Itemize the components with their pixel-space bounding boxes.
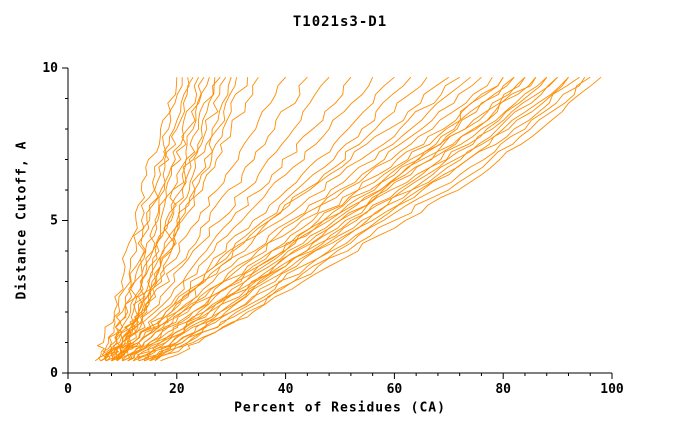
series-line	[132, 76, 526, 362]
series-line	[144, 76, 558, 362]
x-tick-label: 20	[169, 382, 185, 397]
series-line	[100, 77, 190, 362]
series-line	[116, 76, 471, 361]
series-line	[111, 77, 374, 362]
y-tick-label: 5	[50, 214, 58, 229]
series-line	[105, 76, 330, 362]
series-line	[154, 76, 591, 362]
chart-title: T1021s3-D1	[292, 14, 388, 30]
x-tick-label: 0	[64, 382, 72, 397]
series-line	[116, 77, 238, 361]
series-line	[111, 77, 210, 362]
series-line	[138, 76, 548, 362]
series-line	[149, 76, 580, 362]
series-line	[160, 76, 602, 362]
x-tick-label: 80	[495, 382, 511, 397]
series-line	[122, 76, 504, 362]
series-line	[116, 76, 395, 362]
series-line	[149, 76, 569, 362]
y-tick-label: 0	[50, 366, 58, 381]
series-line	[104, 76, 308, 362]
series-line	[104, 76, 200, 361]
series-line	[138, 76, 537, 361]
series-line	[98, 76, 286, 362]
series-line	[154, 76, 586, 362]
series-line	[111, 77, 248, 362]
series-line	[143, 76, 558, 361]
x-tick-label: 60	[387, 382, 403, 397]
x-tick-label: 100	[600, 382, 624, 397]
series-line	[122, 76, 493, 362]
series-line	[122, 76, 482, 362]
series-line	[100, 77, 183, 362]
x-axis-label: Percent of Residues (CA)	[234, 400, 446, 416]
y-tick-label: 10	[42, 61, 58, 76]
series-line	[127, 76, 515, 362]
series-line	[105, 76, 259, 362]
series-line	[132, 76, 537, 362]
series-line	[121, 76, 428, 361]
series-line	[94, 77, 178, 362]
series-line	[111, 76, 352, 362]
x-tick-label: 40	[278, 382, 294, 397]
series-line	[104, 76, 194, 361]
series-line	[138, 76, 548, 362]
series-line	[105, 76, 205, 361]
series-line	[127, 76, 504, 362]
series-line	[111, 76, 450, 362]
